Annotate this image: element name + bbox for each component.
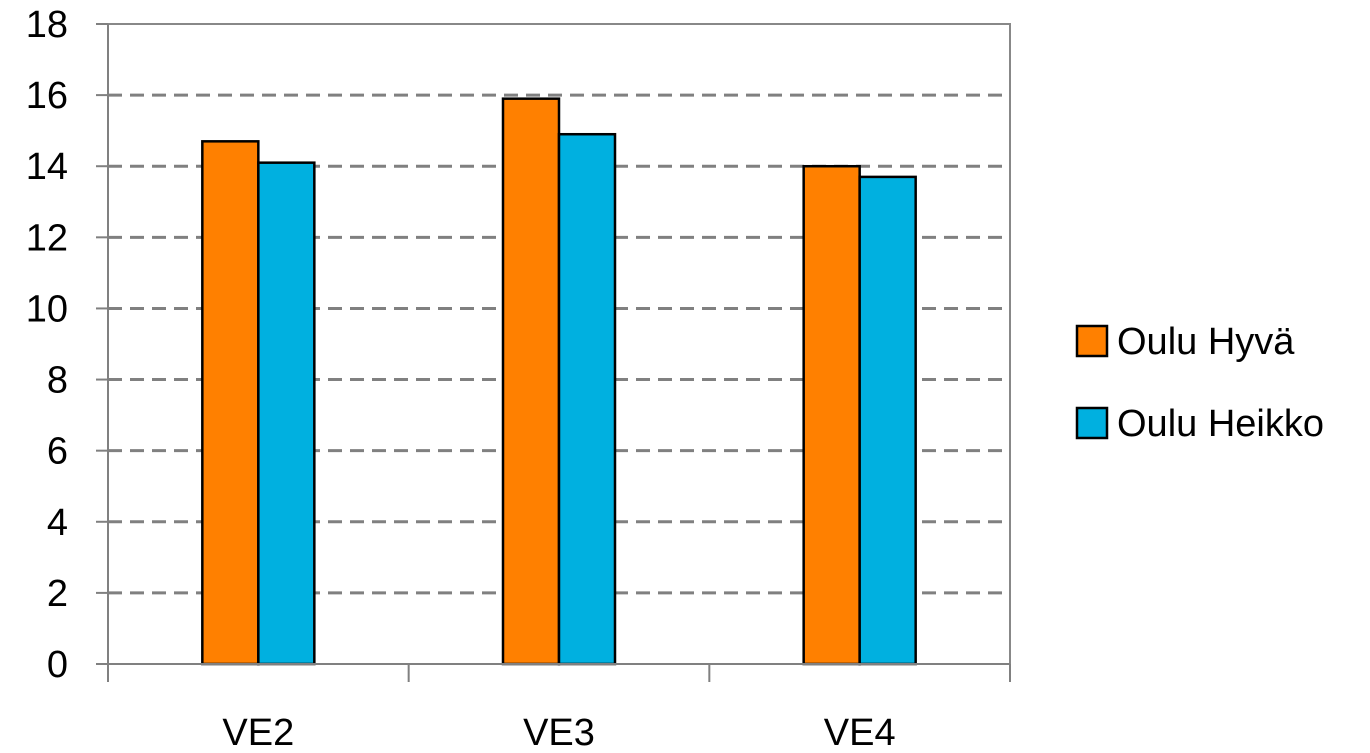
x-tick-label: VE4 (824, 712, 896, 753)
bar-ve2-series-2 (257, 161, 316, 666)
legend-label: Oulu Hyvä (1117, 321, 1295, 363)
x-tick-label: VE2 (222, 712, 294, 753)
y-tick-labels: 0 2 4 6 8 10 12 14 16 18 (26, 4, 68, 686)
bar-ve2-series-1 (201, 140, 260, 666)
legend-label: Oulu Heikko (1117, 403, 1324, 445)
y-tick-label: 4 (47, 502, 68, 544)
bar-ve3-series-1 (501, 97, 561, 666)
y-tick-label: 12 (26, 217, 68, 259)
y-tick-label: 10 (26, 288, 68, 330)
x-tick-labels: VE2 VE3 VE4 (222, 712, 895, 753)
y-tick-label: 2 (47, 573, 68, 615)
y-tick-label: 6 (47, 431, 68, 473)
y-tick-label: 16 (26, 75, 68, 117)
bar-ve4-series-2 (858, 175, 917, 666)
legend-swatch (1075, 406, 1109, 440)
legend-swatch (1075, 324, 1109, 358)
legend: Oulu Hyvä Oulu Heikko (1075, 321, 1324, 445)
bars (201, 97, 917, 666)
y-tick-label: 14 (26, 146, 68, 188)
bar-ve4-series-1 (802, 164, 861, 666)
y-tick-label: 18 (26, 4, 68, 46)
x-tick-label: VE3 (523, 712, 595, 753)
axes (96, 23, 1011, 682)
bar-ve3-series-2 (557, 132, 617, 666)
y-tick-label: 8 (47, 360, 68, 402)
y-tick-label: 0 (47, 644, 68, 686)
